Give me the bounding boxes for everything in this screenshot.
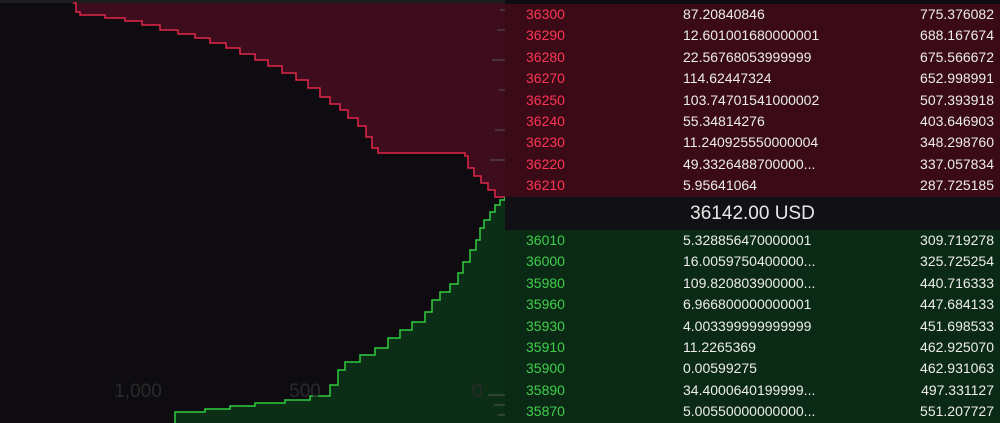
total: 462.931063 <box>920 360 994 377</box>
amount: 103.74701541000002 <box>683 91 820 108</box>
price: 36210 <box>526 177 565 194</box>
amount: 34.4000640199999... <box>683 381 816 398</box>
price: 35890 <box>526 381 565 398</box>
price: 35960 <box>526 296 565 313</box>
amount: 11.2265369 <box>683 338 756 355</box>
ask-row[interactable]: 36270 114.62447324 652.998991 <box>505 68 1000 89</box>
amount: 11.240925550000004 <box>683 134 819 151</box>
amount: 12.601001680000001 <box>683 27 820 44</box>
ask-row[interactable]: 36300 87.20840846 775.376082 <box>505 4 1000 25</box>
amount: 87.20840846 <box>683 6 765 22</box>
total: 688.167674 <box>920 27 994 44</box>
amount: 5.95641064 <box>683 177 757 194</box>
ask-row[interactable]: 36280 22.56768053999999 675.566672 <box>505 47 1000 68</box>
total: 287.725185 <box>920 177 994 194</box>
bid-depth-area <box>175 197 505 423</box>
total: 497.331127 <box>921 381 994 398</box>
amount: 5.328856470000001 <box>683 232 812 248</box>
amount: 0.00599275 <box>683 360 757 377</box>
price: 35870 <box>526 403 565 420</box>
total: 325.725254 <box>920 253 994 270</box>
total: 507.393918 <box>920 91 994 108</box>
total: 775.376082 <box>920 6 994 22</box>
ask-depth-area <box>73 3 505 197</box>
bid-depth-line <box>174 197 505 423</box>
price: 36300 <box>526 6 565 22</box>
price: 36290 <box>526 27 565 44</box>
depth-axis-label: 500 <box>289 381 321 402</box>
mid-price: 36142.00 USD <box>505 197 1000 230</box>
price: 35930 <box>526 317 565 334</box>
amount: 5.00550000000000... <box>683 403 816 420</box>
amount: 114.62447324 <box>683 70 772 87</box>
order-book: 36300 87.20840846 775.376082 36290 12.601001… <box>505 4 1000 423</box>
amount: 6.966800000000001 <box>683 296 812 313</box>
price: 36220 <box>526 155 565 172</box>
bid-row[interactable]: 35910 11.2265369 462.925070 <box>505 337 1000 358</box>
ask-row[interactable]: 36220 49.3326488700000... 337.057834 <box>505 154 1000 175</box>
price: 36280 <box>526 48 565 65</box>
ask-list: 36300 87.20840846 775.376082 36290 12.601001… <box>505 4 1000 197</box>
ask-row[interactable]: 36230 11.240925550000004 348.298760 <box>505 132 1000 153</box>
price: 36270 <box>526 70 565 87</box>
total: 462.925070 <box>920 338 994 355</box>
total: 309.719278 <box>920 232 994 248</box>
ask-row[interactable]: 36250 103.74701541000002 507.393918 <box>505 90 1000 111</box>
depth-chart: 1,000 500 0 <box>0 0 505 423</box>
total: 337.057834 <box>920 155 994 172</box>
volume-ticks <box>488 9 505 416</box>
price: 36000 <box>526 253 565 270</box>
bid-row[interactable]: 35930 4.003399999999999 451.698533 <box>505 316 1000 337</box>
bid-row[interactable]: 35870 5.00550000000000... 551.207727 <box>505 401 1000 422</box>
amount: 55.34814276 <box>683 112 765 129</box>
ask-row[interactable]: 36240 55.34814276 403.646903 <box>505 111 1000 132</box>
bid-row[interactable]: 35960 6.966800000000001 447.684133 <box>505 294 1000 315</box>
bid-row[interactable]: 35890 34.4000640199999... 497.331127 <box>505 380 1000 401</box>
amount: 4.003399999999999 <box>683 317 812 334</box>
price: 36240 <box>526 112 565 129</box>
depth-axis-label: 1,000 <box>114 381 162 402</box>
total: 675.566672 <box>920 48 994 65</box>
amount: 22.56768053999999 <box>683 48 812 65</box>
bid-list: 36010 5.328856470000001 309.719278 36000 16.… <box>505 230 1000 423</box>
bid-row[interactable]: 36010 5.328856470000001 309.719278 <box>505 230 1000 251</box>
amount: 109.820803900000... <box>683 274 816 291</box>
ask-row[interactable]: 36210 5.95641064 287.725185 <box>505 175 1000 196</box>
price: 35900 <box>526 360 565 377</box>
total: 551.207727 <box>920 403 994 420</box>
depth-axis-label: 0 <box>472 381 483 402</box>
amount: 49.3326488700000... <box>683 155 816 172</box>
total: 348.298760 <box>920 134 994 151</box>
price: 35980 <box>526 274 565 291</box>
price: 35910 <box>526 338 565 355</box>
total: 447.684133 <box>920 296 994 313</box>
price: 36250 <box>526 91 565 108</box>
bid-row[interactable]: 35900 0.00599275 462.931063 <box>505 358 1000 379</box>
price: 36230 <box>526 134 565 151</box>
amount: 16.0059750400000... <box>683 253 816 270</box>
total: 652.998991 <box>920 70 994 87</box>
total: 440.716333 <box>920 274 994 291</box>
price: 36010 <box>526 232 565 248</box>
top-border <box>0 0 505 3</box>
total: 403.646903 <box>920 112 994 129</box>
bid-row[interactable]: 36000 16.0059750400000... 325.725254 <box>505 251 1000 272</box>
bid-row[interactable]: 35980 109.820803900000... 440.716333 <box>505 273 1000 294</box>
ask-row[interactable]: 36290 12.601001680000001 688.167674 <box>505 25 1000 46</box>
total: 451.698533 <box>920 317 994 334</box>
ask-depth-line <box>73 2 505 198</box>
